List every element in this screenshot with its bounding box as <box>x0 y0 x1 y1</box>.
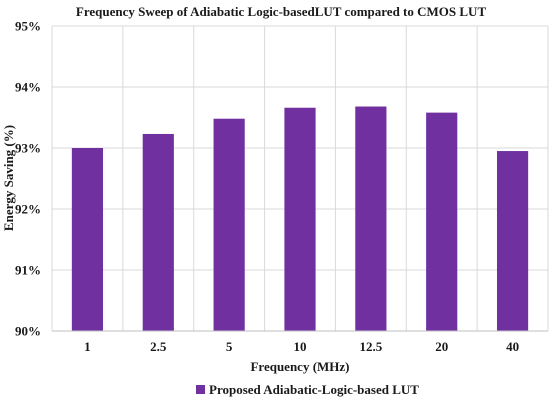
chart-title: Frequency Sweep of Adiabatic Logic-based… <box>76 4 487 19</box>
bar-12-5 <box>355 106 387 332</box>
x-tick-label: 40 <box>506 339 519 354</box>
bar-10 <box>284 107 316 332</box>
y-tick-label: 90% <box>15 324 41 339</box>
gridlines <box>51 25 549 331</box>
bar-1 <box>71 148 104 331</box>
bar-2-5 <box>142 133 174 331</box>
x-tick-label: 20 <box>435 339 448 354</box>
x-tick-label: 1 <box>84 339 91 354</box>
x-tick-label: 10 <box>294 339 307 354</box>
y-tick-label: 95% <box>15 19 41 34</box>
x-axis-title: Frequency (MHz) <box>250 359 349 374</box>
x-tick-label: 2.5 <box>150 339 167 354</box>
y-tick-label: 91% <box>15 263 41 278</box>
x-tick-label: 5 <box>226 339 233 354</box>
legend: Proposed Adiabatic-Logic-based LUT <box>196 382 419 397</box>
legend-swatch <box>196 385 205 394</box>
bar-20 <box>426 112 458 332</box>
bars <box>71 106 529 332</box>
legend-label: Proposed Adiabatic-Logic-based LUT <box>209 382 419 397</box>
x-tick-labels: 1 2.5 5 10 12.5 20 40 <box>84 339 519 354</box>
x-tick-label: 12.5 <box>359 339 382 354</box>
bar-40 <box>496 151 529 331</box>
y-axis-title: Energy Saving (%) <box>1 125 16 231</box>
y-tick-labels: 90% 91% 92% 93% 94% 95% <box>15 19 41 339</box>
y-tick-label: 94% <box>15 80 41 95</box>
bar-5 <box>213 118 245 331</box>
y-tick-label: 92% <box>15 202 41 217</box>
y-tick-label: 93% <box>15 141 41 156</box>
